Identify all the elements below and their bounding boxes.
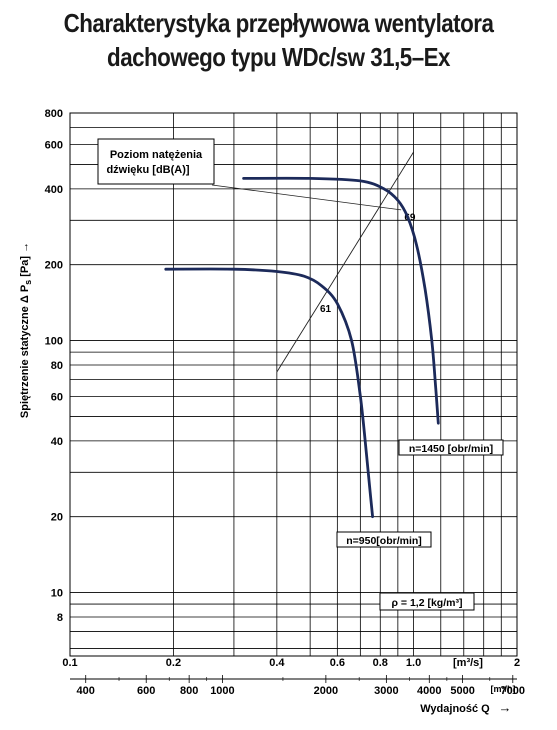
- x-tick-label: 0.8: [373, 657, 388, 669]
- x2-tick-label: 1000: [210, 685, 234, 697]
- x2-tick-label: 5000: [450, 685, 474, 697]
- y-axis-label-text: Spiętrzenie statyczne Δ P: [19, 285, 31, 418]
- legend-n950-frame: [336, 531, 432, 548]
- sound-level-box-line-2: dźwięku [dB(A)]: [106, 164, 189, 176]
- chart-title-line-1: Charakterystyka przepływowa wentylatora: [63, 8, 494, 38]
- vertical-gridlines: [173, 113, 502, 656]
- y-tick-label: 400: [45, 184, 63, 196]
- x-axis-label: Wydajność Q: [420, 703, 490, 715]
- y-tick-label: 200: [45, 260, 63, 272]
- y-tick-labels: 8 10 20 40 60 80 100 200 400 600 800: [45, 108, 63, 624]
- horizontal-gridlines: [70, 127, 517, 649]
- x-tick-label: 0.2: [166, 657, 181, 669]
- sound-level-line: [276, 151, 414, 373]
- y-axis-arrow: →: [19, 242, 31, 253]
- x-tick-labels-m3h: 400 600 800 1000 2000 3000 4000 5000 7000: [77, 675, 525, 697]
- legend-n1450-label: n=1450 [obr/min]: [409, 443, 493, 455]
- x-unit-m3h: [m³/h]: [491, 684, 516, 694]
- x-tick-labels-m3s: 0.1 0.2 0.4 0.6 0.8 1.0 2: [62, 657, 520, 669]
- sound-level-box-frame: [97, 138, 215, 185]
- density-label: ρ = 1,2 [kg/m³]: [392, 597, 463, 609]
- x-unit-m3s: [m³/s]: [453, 657, 483, 669]
- y-tick-label: 8: [57, 612, 63, 624]
- sound-level-box: Poziom natężenia dźwięku [dB(A)]: [97, 138, 215, 185]
- y-axis-label-sub: s: [23, 280, 33, 285]
- x-tick-label: 0.4: [269, 657, 285, 669]
- fan-curve-n950: [164, 267, 374, 519]
- density-box-frame: [379, 592, 475, 611]
- y-axis-label: Spiętrzenie statyczne Δ Ps [Pa] →: [19, 242, 33, 418]
- x-tick-label: 0.1: [62, 657, 77, 669]
- x-axis-arrow: →: [499, 700, 512, 715]
- fan-curve-n1450: [242, 176, 440, 425]
- x2-tick-label: 4000: [417, 685, 441, 697]
- y-tick-label: 800: [45, 108, 63, 120]
- sound-level-label-69: 69: [404, 212, 416, 223]
- x-tick-label: 0.6: [330, 657, 345, 669]
- x-tick-label: 2: [514, 657, 520, 669]
- x2-tick-label: 7000: [501, 685, 525, 697]
- density-box: ρ = 1,2 [kg/m³]: [379, 592, 475, 611]
- x-tick-label: 1.0: [406, 657, 421, 669]
- y-tick-label: 600: [45, 139, 63, 151]
- chart-title-line-2: dachowego typu WDc/sw 31,5–Ex: [107, 42, 450, 72]
- y-tick-label: 100: [45, 336, 63, 348]
- y-tick-label: 10: [51, 588, 63, 600]
- y-tick-label: 40: [51, 436, 63, 448]
- x2-tick-label: 2000: [314, 685, 338, 697]
- legend-n1450: n=1450 [obr/min]: [398, 439, 504, 456]
- y-tick-label: 60: [51, 391, 63, 403]
- legend-n950-label: n=950[obr/min]: [346, 535, 422, 547]
- y-axis-label-unit: [Pa]: [19, 256, 31, 277]
- x2-tick-label: 800: [180, 685, 198, 697]
- fan-curves: [164, 176, 440, 519]
- sound-level-line-group: 61 69: [211, 151, 416, 373]
- x2-tick-label: 3000: [374, 685, 398, 697]
- y-tick-label: 20: [51, 512, 63, 524]
- legend-n1450-frame: [398, 439, 504, 456]
- x2-tick-label: 400: [77, 685, 95, 697]
- sound-level-label-61: 61: [320, 304, 332, 315]
- x2-tick-label: 600: [137, 685, 155, 697]
- sound-box-leader: [211, 184, 402, 211]
- sound-level-box-line-1: Poziom natężenia: [110, 149, 203, 161]
- legend-n950: n=950[obr/min]: [336, 531, 432, 548]
- plot-frame: [69, 112, 518, 657]
- y-tick-label: 80: [51, 360, 63, 372]
